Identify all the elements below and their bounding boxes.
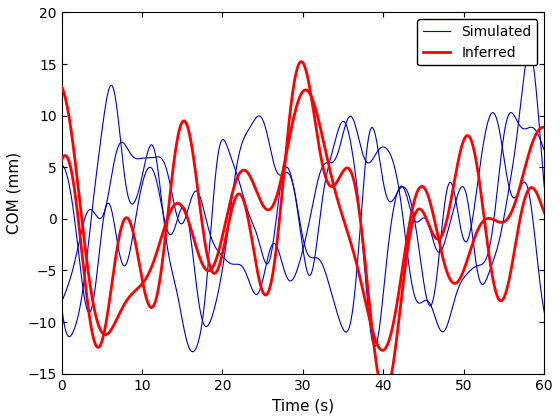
- Inferred: [381, 391, 388, 396]
- Simulated: [58, 299, 65, 304]
- Line: Simulated: Simulated: [62, 113, 544, 332]
- Legend: Simulated, Inferred: Simulated, Inferred: [417, 19, 537, 66]
- Inferred: [268, 281, 274, 286]
- Y-axis label: COM (mm): COM (mm): [7, 152, 22, 234]
- Line: Inferred: Inferred: [62, 62, 544, 394]
- Simulated: [440, 329, 446, 334]
- Simulated: [312, 190, 319, 195]
- Inferred: [541, 210, 548, 215]
- Inferred: [58, 158, 65, 163]
- Inferred: [298, 59, 305, 64]
- Inferred: [139, 281, 146, 286]
- Inferred: [122, 215, 129, 220]
- Inferred: [221, 243, 227, 248]
- Inferred: [312, 122, 319, 127]
- Simulated: [507, 110, 514, 115]
- Simulated: [122, 143, 129, 148]
- Simulated: [221, 256, 227, 261]
- Simulated: [268, 244, 274, 249]
- X-axis label: Time (s): Time (s): [272, 398, 334, 413]
- Simulated: [139, 155, 146, 160]
- Simulated: [322, 161, 329, 166]
- Simulated: [541, 148, 548, 153]
- Inferred: [323, 175, 329, 180]
